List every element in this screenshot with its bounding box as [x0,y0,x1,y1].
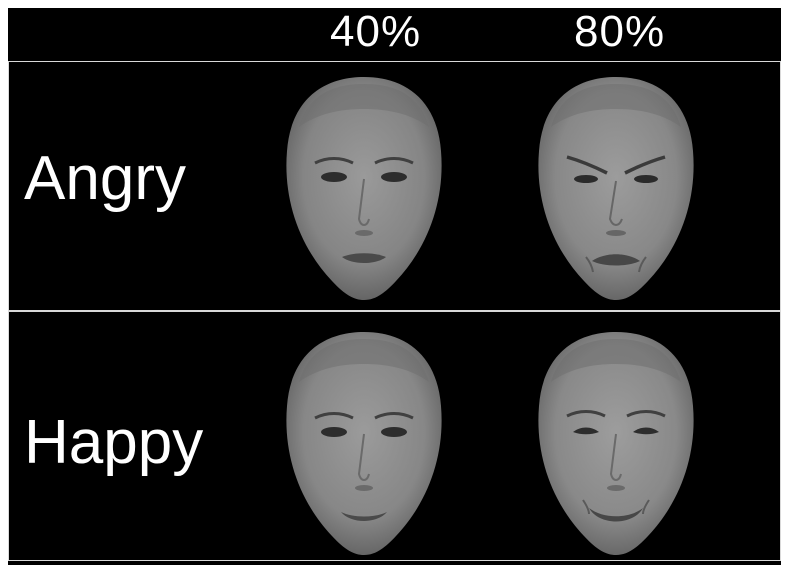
column-label-40: 40% [330,7,422,56]
angry-row-panel: Angry [8,61,781,311]
face-happy-40-icon [279,324,449,556]
row-label-angry: Angry [24,144,186,213]
happy-row-panel: Happy [8,311,781,561]
column-header: 40% 80% [8,7,781,60]
face-angry-40-icon [279,69,449,301]
stimulus-figure: 40% 80% Angry [8,7,781,565]
row-label-happy: Happy [24,408,204,477]
face-angry-80-icon [531,69,701,301]
face-happy-80-icon [531,324,701,556]
column-label-80: 80% [574,7,666,56]
